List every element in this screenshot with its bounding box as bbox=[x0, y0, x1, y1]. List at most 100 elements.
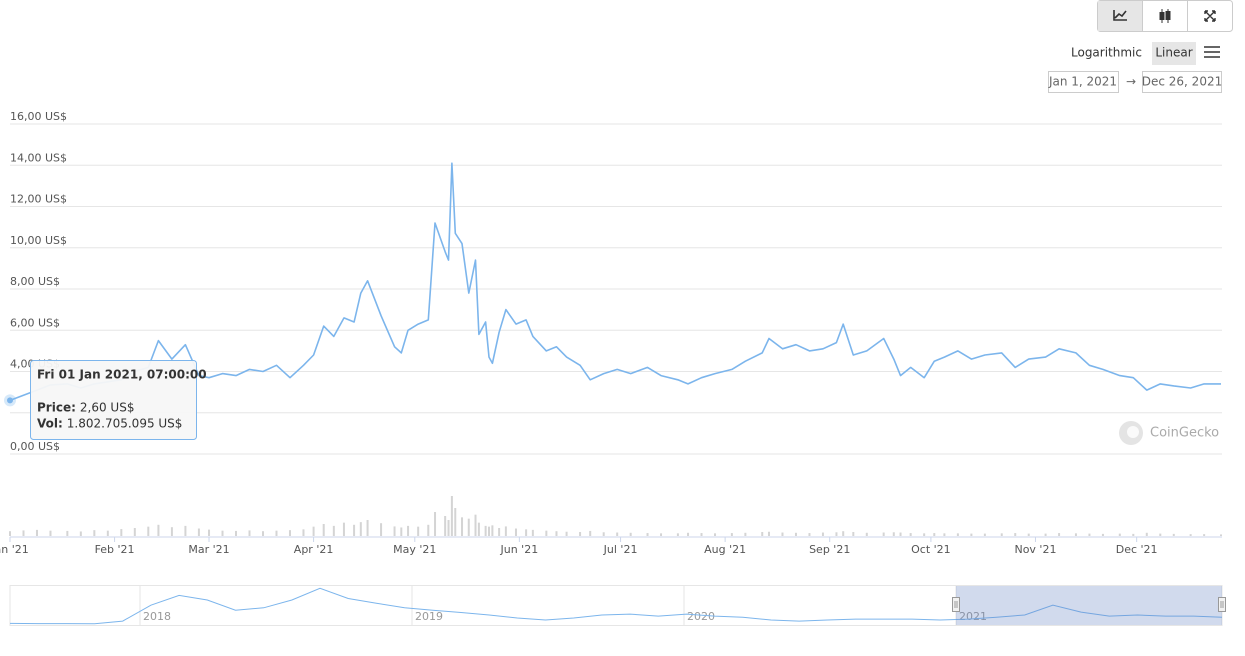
volume-bar bbox=[22, 530, 25, 536]
volume-bar bbox=[312, 526, 315, 536]
y-tick-label: 14,00 US$ bbox=[10, 151, 67, 164]
volume-bar bbox=[1044, 533, 1047, 536]
volume-bar bbox=[909, 533, 912, 536]
fullscreen-icon bbox=[1204, 10, 1216, 22]
candle-icon bbox=[1159, 12, 1165, 20]
x-tick-label: Feb '21 bbox=[95, 543, 135, 556]
volume-bar bbox=[407, 525, 410, 536]
volume-bar bbox=[1220, 534, 1222, 536]
volume-bar bbox=[474, 514, 477, 536]
tooltip-value: 1.802.705.095 US$ bbox=[67, 417, 183, 431]
navigator-year-label: 2021 bbox=[959, 610, 987, 623]
navigator-selection[interactable] bbox=[956, 586, 1222, 625]
volume-bar bbox=[1000, 533, 1003, 536]
volume-bar bbox=[1074, 533, 1077, 536]
x-tick-label: Jan '21 bbox=[0, 543, 29, 556]
log-scale-button[interactable]: Logarithmic bbox=[1071, 46, 1142, 60]
volume-bar bbox=[359, 522, 362, 536]
tooltip-label: Vol: bbox=[37, 417, 63, 431]
x-tick-label: Mar '21 bbox=[188, 543, 229, 556]
volume-bar bbox=[943, 533, 946, 536]
tooltip-title: Fri 01 Jan 2021, 07:00:00 bbox=[37, 368, 207, 382]
volume-bar bbox=[1101, 533, 1104, 536]
volume-bar bbox=[49, 530, 52, 536]
navigator-handle[interactable] bbox=[1218, 597, 1226, 612]
volume-bar bbox=[545, 530, 548, 536]
date-to-input[interactable] bbox=[1142, 71, 1222, 93]
volume-bar bbox=[184, 525, 187, 536]
volume-bar bbox=[1027, 533, 1030, 536]
volume-bar bbox=[923, 533, 926, 536]
volume-bar bbox=[322, 524, 325, 536]
line-chart-button[interactable] bbox=[1098, 1, 1142, 31]
linear-scale-button[interactable] bbox=[1152, 42, 1196, 65]
volume-bar bbox=[1088, 533, 1091, 536]
volume-bar bbox=[342, 522, 345, 536]
volume-bar bbox=[484, 525, 487, 536]
volume-bar bbox=[730, 533, 733, 536]
volume-layer bbox=[9, 496, 1222, 536]
volume-bar bbox=[488, 526, 491, 536]
volume-bar bbox=[589, 530, 592, 536]
volume-bar bbox=[761, 532, 764, 536]
navigator-year-label: 2020 bbox=[687, 610, 715, 623]
volume-bar bbox=[106, 530, 109, 536]
volume-bar bbox=[514, 528, 517, 536]
volume-bar bbox=[808, 533, 811, 536]
volume-bar bbox=[842, 531, 845, 536]
volume-bar bbox=[1159, 533, 1162, 536]
volume-bar bbox=[687, 532, 690, 536]
menu-button[interactable] bbox=[1204, 46, 1220, 58]
volume-bar bbox=[1145, 532, 1148, 536]
volume-bar bbox=[676, 533, 679, 536]
volume-bar bbox=[261, 531, 264, 536]
date-from-input[interactable] bbox=[1048, 71, 1119, 93]
volume-bar bbox=[93, 530, 96, 536]
navigator-handle-grip bbox=[954, 601, 958, 608]
volume-bar bbox=[427, 524, 430, 536]
candlestick-button[interactable] bbox=[1143, 1, 1187, 31]
volume-bar bbox=[461, 517, 464, 536]
volume-bar bbox=[248, 530, 251, 536]
volume-bar bbox=[531, 529, 534, 536]
line-layer bbox=[4, 162, 1221, 407]
volume-bar bbox=[197, 528, 200, 536]
volume-bar bbox=[1189, 534, 1192, 536]
volume-bar bbox=[450, 496, 453, 536]
tooltip-value: 2,60 US$ bbox=[80, 401, 135, 415]
volume-bar bbox=[491, 525, 494, 536]
volume-bar bbox=[781, 532, 784, 536]
volume-bar bbox=[66, 530, 69, 536]
watermark-text: CoinGecko bbox=[1150, 426, 1219, 441]
volume-bar bbox=[498, 528, 501, 536]
volume-bar bbox=[366, 520, 369, 536]
volume-bar bbox=[983, 533, 986, 536]
volume-bar bbox=[956, 533, 959, 536]
navigator: 2018 2019 2020 2021 bbox=[9, 585, 1226, 626]
volume-bar bbox=[700, 533, 703, 536]
volume-bar bbox=[852, 532, 855, 536]
volume-bar bbox=[616, 532, 619, 536]
volume-bar bbox=[744, 532, 747, 536]
navigator-frame bbox=[9, 585, 1223, 626]
volume-bar bbox=[970, 533, 973, 536]
volume-bar bbox=[835, 532, 838, 536]
navigator-handle[interactable] bbox=[952, 597, 960, 612]
volume-bar bbox=[565, 531, 568, 536]
volume-bar bbox=[1058, 533, 1061, 536]
volume-bar bbox=[288, 530, 291, 536]
volume-bar bbox=[1014, 533, 1017, 536]
y-tick-label: 16,00 US$ bbox=[10, 110, 67, 123]
y-tick-label: 12,00 US$ bbox=[10, 193, 67, 206]
navigator-line bbox=[9, 587, 1223, 625]
volume-bar bbox=[380, 523, 383, 536]
volume-bar bbox=[1132, 533, 1135, 536]
volume-bar bbox=[157, 524, 160, 536]
price-line bbox=[9, 162, 1221, 402]
volume-bar bbox=[120, 529, 123, 536]
x-tick-label: May '21 bbox=[393, 543, 436, 556]
volume-bar bbox=[882, 532, 885, 536]
navigator-handle-grip bbox=[1220, 601, 1224, 608]
